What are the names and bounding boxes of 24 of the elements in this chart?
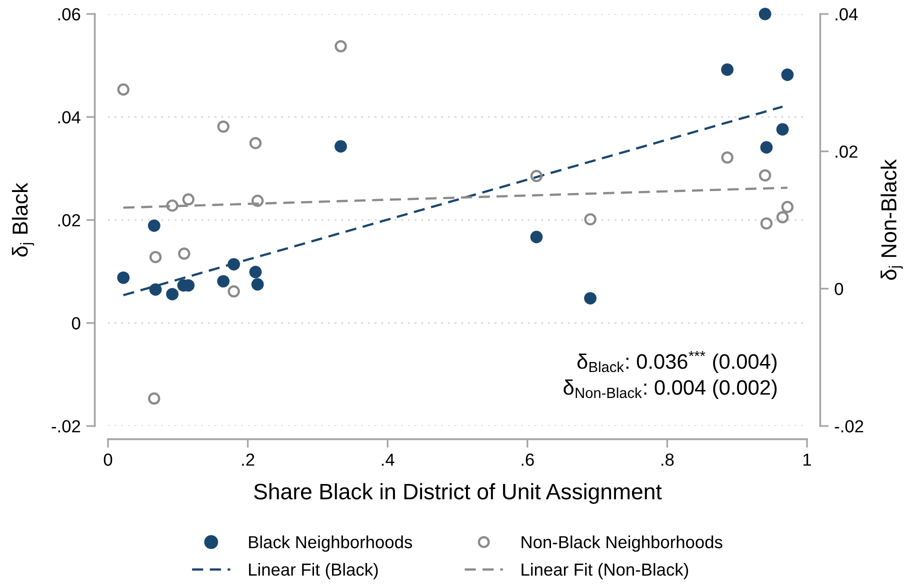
- legend-label: Non-Black Neighborhoods: [522, 536, 722, 552]
- legend-label: Black Neighborhoods: [249, 536, 412, 552]
- x-tick-label: .8: [662, 454, 674, 466]
- legend-label: Linear Fit (Non-Black): [522, 563, 688, 580]
- y-tick-label: 0: [72, 317, 80, 330]
- annotation: δ$_{Non-Black}$: 0.004 (0.002): [564, 380, 777, 399]
- y-tick-label: .04: [58, 111, 80, 124]
- legend-label: Linear Fit (Black): [249, 563, 378, 580]
- y2-tick-label: .04: [836, 8, 858, 20]
- y-tick-label: .02: [58, 214, 80, 226]
- x-tick-label: 0: [104, 454, 112, 466]
- y-tick-label: .06: [58, 8, 80, 20]
- x-tick-label: 1: [803, 454, 811, 466]
- y-tick-label: -.02: [52, 420, 80, 432]
- y2-tick-label: 0: [834, 282, 844, 296]
- x-tick-label: .4: [382, 454, 394, 466]
- y2-axis-title: δ$_{j}$ Non-Black: [880, 159, 903, 280]
- x-tick-label: .2: [242, 454, 254, 466]
- y2-tick-label: .02: [836, 146, 858, 158]
- y-axis-title: δ$_{j}$ Black: [12, 182, 34, 257]
- y2-tick-label: -.02: [834, 420, 864, 432]
- annotation: δ$_{Black}$: 0.036$^{***}$ (0.004): [577, 350, 777, 374]
- x-tick-label: .6: [522, 454, 534, 466]
- x-axis-title: Share Black in District of Unit Assignment: [254, 483, 662, 504]
